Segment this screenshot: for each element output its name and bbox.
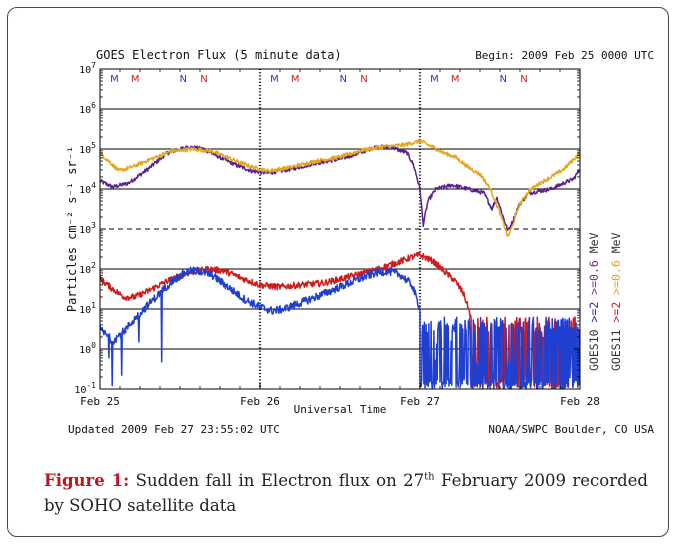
y-tick-label: 100 xyxy=(79,341,96,356)
series-goes10_2 xyxy=(99,266,581,390)
chart-title: GOES Electron Flux (5 minute data) xyxy=(96,48,342,62)
y-tick-label: 107 xyxy=(79,61,96,76)
satellite-marker: N xyxy=(499,74,506,85)
satellite-marker: N xyxy=(339,74,346,85)
caption-superscript: th xyxy=(424,471,435,483)
y-tick-label: 105 xyxy=(79,141,96,156)
figure-frame: GOES Electron Flux (5 minute data) Begin… xyxy=(7,7,669,537)
caption-text-b: February 2009 recorded by SOHO satellite… xyxy=(44,471,648,515)
satellite-marker: N xyxy=(179,74,186,85)
x-tick-label: Feb 27 xyxy=(400,395,440,408)
footer-source: NOAA/SWPC Boulder, CO USA xyxy=(488,423,654,436)
x-tick-label: Feb 28 xyxy=(560,395,600,408)
footer-updated: Updated 2009 Feb 27 23:55:02 UTC xyxy=(68,423,280,436)
y-tick-label: 102 xyxy=(79,261,96,276)
satellite-marker: M xyxy=(451,74,460,85)
plot-border xyxy=(99,68,581,390)
satellite-marker: N xyxy=(520,74,527,85)
satellite-marker: M xyxy=(270,74,279,85)
electron-flux-chart: GOES Electron Flux (5 minute data) Begin… xyxy=(65,48,654,436)
x-axis-label: Universal Time xyxy=(294,403,387,416)
satellite-marker: N xyxy=(200,74,207,85)
legend-entry: GOES10 >=2 >=0.6 MeV xyxy=(587,232,601,371)
series-goes11_06 xyxy=(99,138,581,237)
figure-label: Figure 1: xyxy=(44,471,130,490)
x-tick-label: Feb 25 xyxy=(80,395,120,408)
legend-entry: GOES11 >=2 >=0.6 MeV xyxy=(609,232,623,371)
satellite-marker: M xyxy=(430,74,439,85)
satellite-marker: M xyxy=(291,74,300,85)
figure-caption: Figure 1: Sudden fall in Electron flux o… xyxy=(44,468,648,518)
satellite-marker: M xyxy=(131,74,140,85)
y-axis-label: Particles cm⁻² s⁻¹ sr⁻¹ xyxy=(65,146,79,312)
y-tick-label: 104 xyxy=(79,181,96,196)
y-tick-label: 10-1 xyxy=(74,381,96,396)
y-tick-label: 101 xyxy=(79,301,96,316)
satellite-marker: M xyxy=(110,74,119,85)
y-tick-label: 106 xyxy=(79,101,96,116)
caption-text-a: Sudden fall in Electron flux on 27 xyxy=(129,471,425,490)
x-tick-label: Feb 26 xyxy=(240,395,280,408)
y-tick-label: 103 xyxy=(79,221,96,236)
satellite-marker: N xyxy=(360,74,367,85)
chart-begin-label: Begin: 2009 Feb 25 0000 UTC xyxy=(475,49,654,62)
